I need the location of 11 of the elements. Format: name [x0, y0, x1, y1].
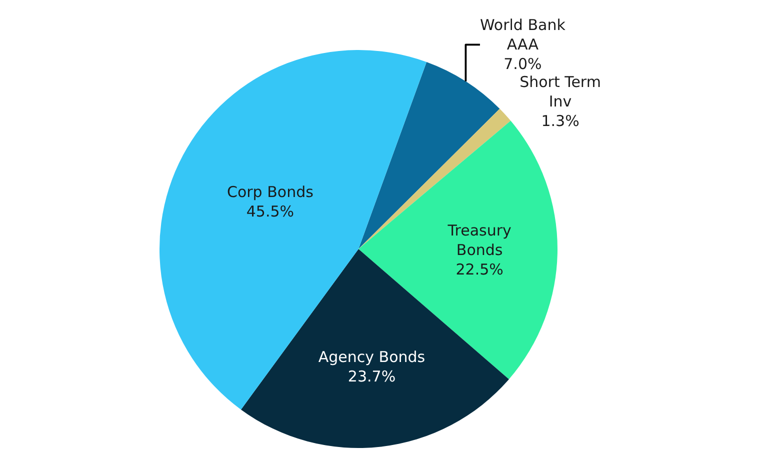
- slice-label: Agency Bonds: [318, 348, 426, 366]
- slice-label: Treasury Bonds: [446, 221, 512, 259]
- slice-label: Corp Bonds: [226, 183, 314, 202]
- data-label: 22.5%: [456, 260, 504, 278]
- data-label: 45.5%: [246, 202, 294, 221]
- data-label: 23.7%: [348, 368, 396, 386]
- pie-slice: [160, 50, 427, 410]
- data-label: 1.3%: [541, 112, 580, 130]
- slice-label: World Bank AAA: [480, 16, 566, 54]
- slice-label: Short Term Inv: [520, 73, 601, 111]
- data-label: 7.0%: [504, 55, 542, 74]
